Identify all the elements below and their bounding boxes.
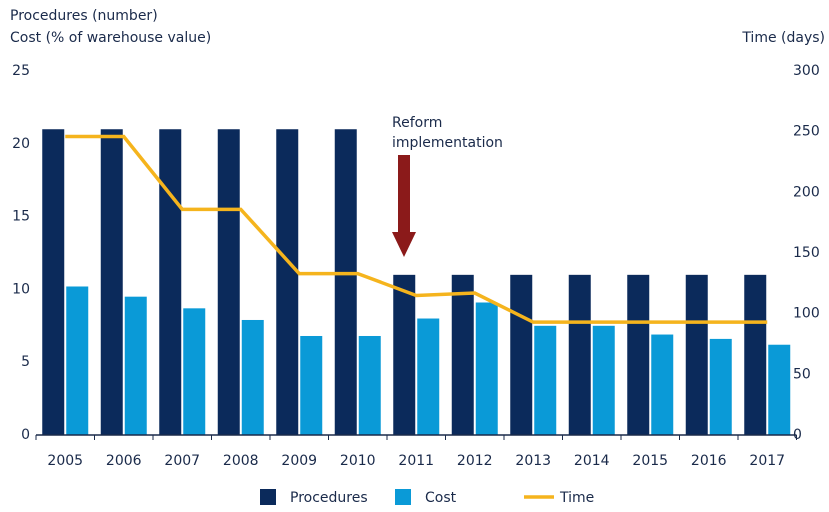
- bar: [217, 129, 240, 436]
- y-tick-label: 20: [12, 136, 30, 152]
- bar: [651, 334, 674, 435]
- bar: [241, 319, 264, 435]
- y-axis-title: Cost (% of warehouse value): [10, 30, 211, 46]
- bar: [709, 338, 732, 435]
- y-axis-title: Procedures (number): [10, 8, 158, 24]
- y2-tick-label: 100: [793, 306, 820, 322]
- line: [65, 134, 768, 324]
- y2-tick-label: 300: [793, 63, 820, 79]
- annotation: implementation: [392, 135, 503, 151]
- y-tick-label: 15: [12, 209, 30, 225]
- legend-label: Time: [559, 490, 594, 506]
- y-tick-label: 5: [21, 354, 30, 370]
- bar: [685, 274, 708, 435]
- x-tick-label: 2010: [340, 453, 376, 469]
- legend-swatch: [260, 489, 276, 505]
- annotation-arrow: [392, 155, 416, 257]
- legend-label: Procedures: [290, 490, 368, 506]
- bar: [124, 296, 147, 435]
- x-tick-label: 2012: [457, 453, 493, 469]
- y2-tick-label: 200: [793, 184, 820, 200]
- y2-tick-label: 150: [793, 245, 820, 261]
- y-tick-label: 0: [21, 427, 30, 443]
- bar: [334, 129, 357, 436]
- bar: [393, 274, 416, 435]
- bar: [534, 325, 557, 435]
- x-tick-label: 2005: [47, 453, 83, 469]
- legend-label: Cost: [425, 490, 457, 506]
- annotation: Reform: [392, 115, 442, 131]
- x-tick-label: 2014: [574, 453, 610, 469]
- x-tick-label: 2011: [398, 453, 434, 469]
- x-tick-label: 2016: [691, 453, 727, 469]
- y-tick-label: 10: [12, 281, 30, 297]
- bar: [66, 286, 89, 435]
- y2-tick-label: 50: [793, 366, 811, 382]
- bar: [300, 335, 323, 435]
- bar: [475, 302, 498, 435]
- bar: [358, 335, 381, 435]
- x-tick-label: 2015: [632, 453, 668, 469]
- x-tick-label: 2009: [281, 453, 317, 469]
- bar: [42, 129, 65, 436]
- bar: [100, 129, 123, 436]
- bar: [768, 344, 791, 435]
- bar: [451, 274, 474, 435]
- bar: [159, 129, 182, 436]
- x-tick-label: 2013: [515, 453, 551, 469]
- x-tick-label: 2006: [106, 453, 142, 469]
- bar: [417, 318, 440, 435]
- legend-swatch: [395, 489, 411, 505]
- bar: [510, 274, 533, 435]
- y2-axis-title: Time (days): [741, 30, 825, 46]
- bar: [627, 274, 650, 435]
- bar: [183, 308, 206, 435]
- bar: [744, 274, 767, 435]
- x-tick-label: 2008: [223, 453, 259, 469]
- bar: [276, 129, 299, 436]
- x-tick-label: 2007: [164, 453, 200, 469]
- x-tick-label: 2017: [749, 453, 785, 469]
- y2-tick-label: 0: [793, 427, 802, 443]
- bar: [592, 325, 615, 435]
- bar: [568, 274, 591, 435]
- y2-tick-label: 250: [793, 124, 820, 140]
- y-tick-label: 25: [12, 63, 30, 79]
